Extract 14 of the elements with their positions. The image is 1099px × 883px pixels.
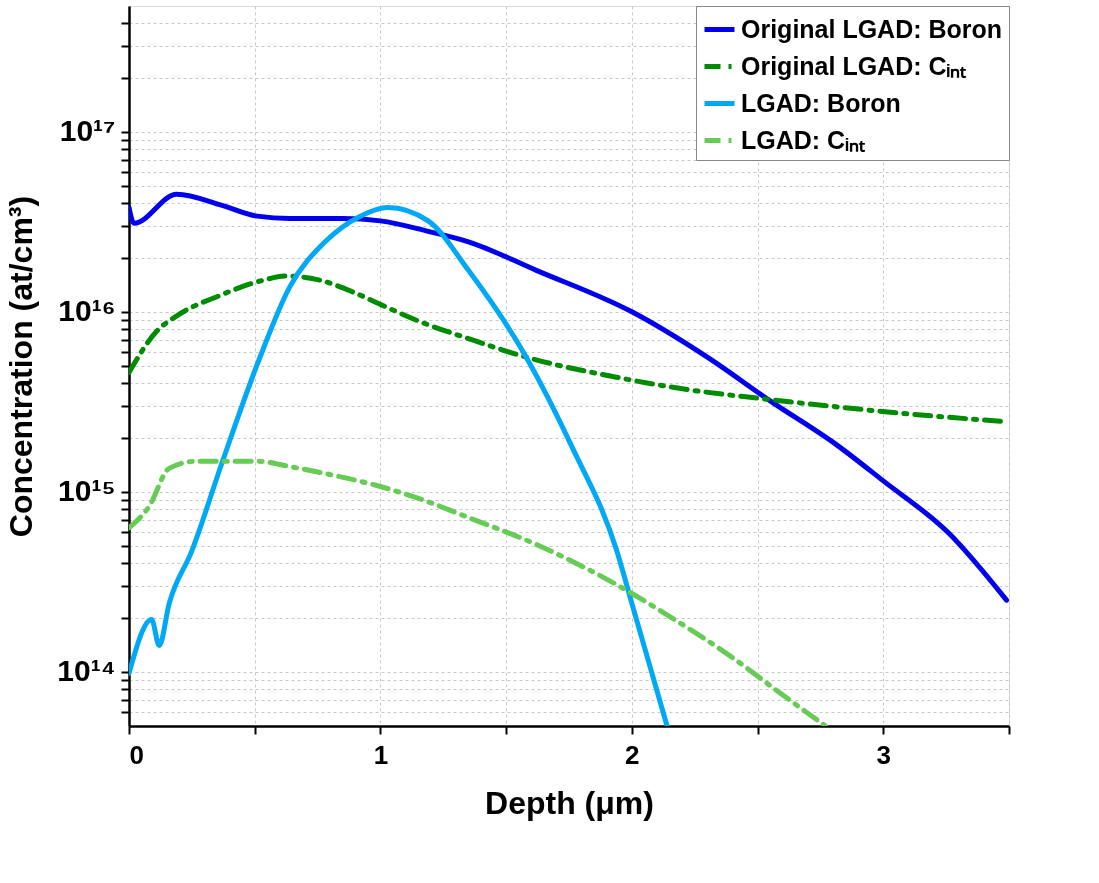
x-axis-title: Depth (μm) xyxy=(485,784,654,821)
y-tick-label: 10¹⁵ xyxy=(58,474,116,508)
x-tick-label: 0 xyxy=(129,739,144,770)
x-tick-label: 3 xyxy=(876,739,892,770)
legend-label: Original LGAD: Boron xyxy=(741,14,1003,43)
x-tick-label: 2 xyxy=(625,739,640,770)
y-tick-label: 10¹⁶ xyxy=(58,294,116,328)
x-tick-label: 1 xyxy=(373,739,389,770)
legend-label: LGAD: Cᵢₙₜ xyxy=(741,125,865,154)
y-axis-title: Concentration (at/cm³) xyxy=(3,195,40,538)
y-tick-label: 10¹⁷ xyxy=(59,114,116,148)
legend-label: LGAD: Boron xyxy=(741,88,901,117)
legend-label: Original LGAD: Cᵢₙₜ xyxy=(741,51,967,80)
y-tick-label: 10¹⁴ xyxy=(57,654,116,688)
